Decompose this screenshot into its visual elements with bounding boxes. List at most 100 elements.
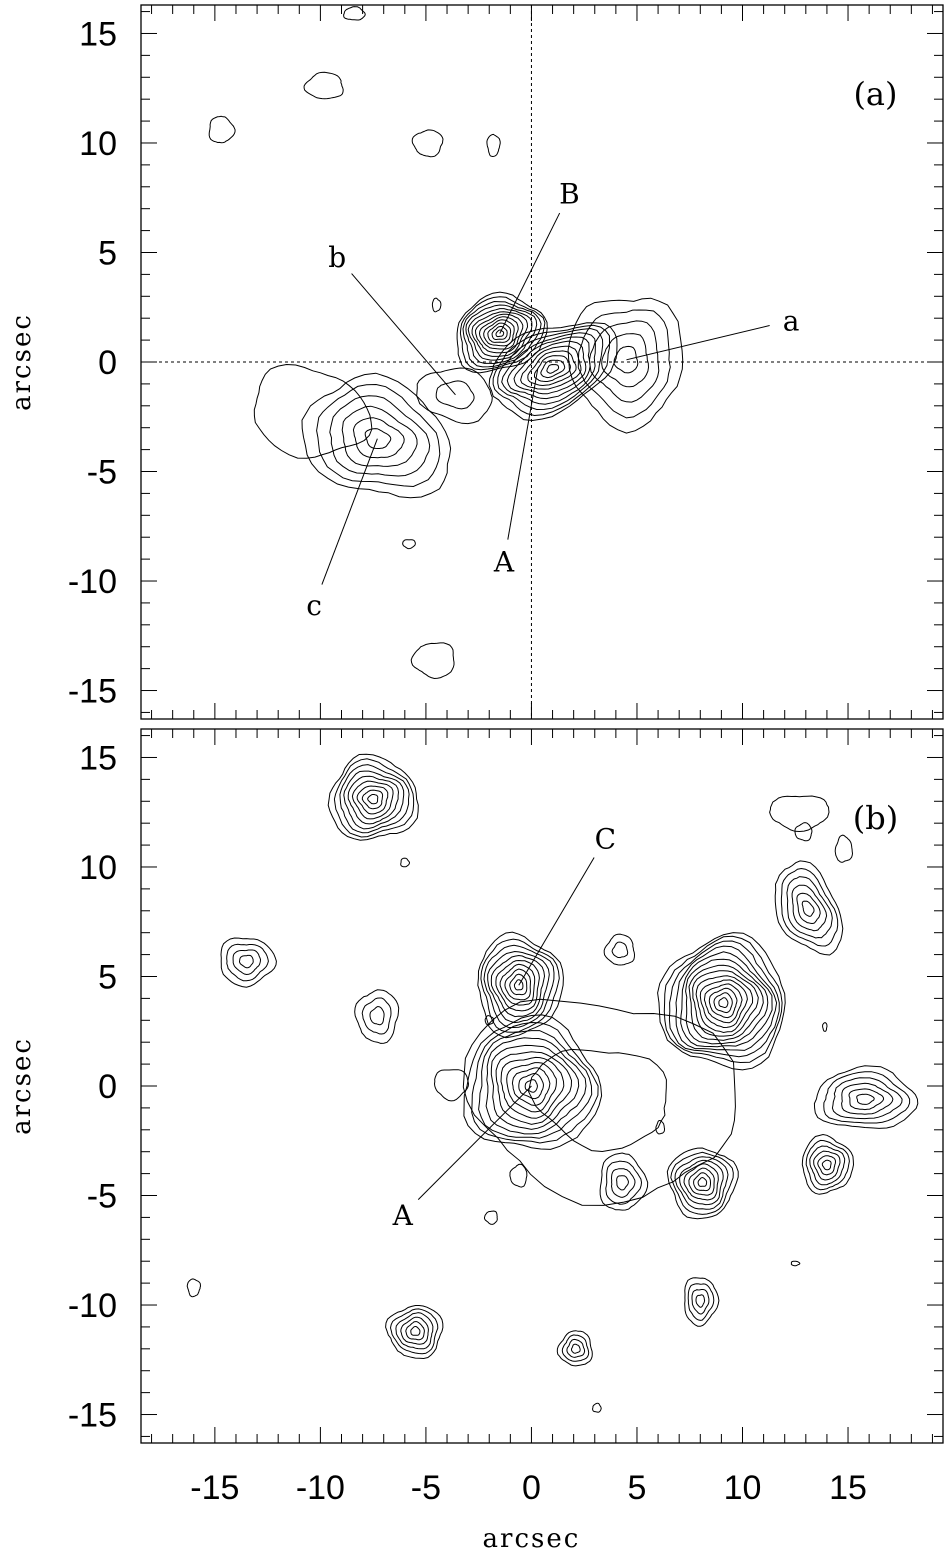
contour-level bbox=[487, 322, 512, 343]
contour-source bbox=[301, 372, 452, 499]
x-tick-label: 5 bbox=[628, 1469, 647, 1507]
contour-level bbox=[534, 355, 571, 382]
contour-source bbox=[666, 1147, 739, 1220]
contour-source bbox=[556, 1330, 593, 1367]
contour-level bbox=[695, 1294, 706, 1308]
contour-level bbox=[813, 1065, 919, 1129]
contour-level bbox=[483, 944, 555, 1028]
contour-level bbox=[490, 954, 546, 1018]
contour-level bbox=[567, 297, 684, 434]
contour-source bbox=[774, 860, 844, 956]
y-tick-label: -10 bbox=[68, 563, 117, 601]
y-axis-label: arcsec bbox=[7, 313, 37, 411]
contour-source bbox=[769, 795, 830, 833]
contour-level bbox=[685, 958, 769, 1045]
contour-source bbox=[477, 931, 564, 1039]
source-label: c bbox=[306, 589, 322, 622]
contour-source bbox=[220, 937, 277, 988]
contour-source bbox=[402, 539, 416, 550]
contour-level bbox=[364, 428, 392, 449]
x-tick-label: -10 bbox=[296, 1469, 345, 1507]
contour-level bbox=[518, 1072, 544, 1100]
contour-level bbox=[687, 1283, 715, 1321]
contour-level bbox=[613, 345, 639, 374]
contour-level bbox=[708, 987, 738, 1019]
contour-source bbox=[385, 1305, 444, 1360]
y-tick-label: -15 bbox=[68, 673, 117, 711]
contour-level bbox=[433, 1069, 470, 1102]
source-label: B bbox=[559, 177, 580, 210]
source-label: a bbox=[783, 304, 800, 337]
contour-level bbox=[186, 1278, 202, 1298]
contour-level bbox=[361, 789, 384, 810]
contour-level bbox=[540, 359, 566, 379]
contour-level bbox=[821, 1159, 832, 1171]
contour-level bbox=[524, 1079, 539, 1093]
contour-level bbox=[208, 115, 236, 144]
contour-level bbox=[683, 1163, 719, 1201]
contour-level bbox=[499, 963, 536, 1006]
contour-level bbox=[343, 6, 366, 21]
contour-level bbox=[488, 322, 618, 422]
contour-level bbox=[480, 938, 560, 1033]
contours bbox=[186, 753, 919, 1413]
contour-source bbox=[599, 1152, 649, 1211]
contours bbox=[208, 6, 684, 680]
contour-level bbox=[478, 316, 519, 350]
y-tick-label: -15 bbox=[68, 1397, 117, 1435]
contour-source bbox=[253, 363, 373, 459]
contour-source bbox=[813, 1065, 919, 1129]
contour-source bbox=[303, 71, 344, 100]
contour-level bbox=[411, 129, 444, 158]
contour-level bbox=[695, 975, 754, 1034]
contour-level bbox=[528, 1048, 667, 1153]
contour-level bbox=[675, 945, 778, 1051]
contour-level bbox=[603, 933, 636, 966]
contour-level bbox=[566, 1338, 586, 1358]
contour-source bbox=[567, 297, 684, 434]
contour-level bbox=[693, 1172, 711, 1192]
leader-line bbox=[626, 325, 770, 361]
panel-label: (a) bbox=[853, 75, 897, 113]
contour-level bbox=[666, 1147, 739, 1220]
contour-level bbox=[351, 780, 394, 820]
panel-a: 15 10 5 0 -5 -10 -15 arcsec A Ba b c (a) bbox=[7, 4, 944, 720]
contour-level bbox=[780, 867, 839, 947]
contour-level bbox=[561, 1334, 590, 1362]
contour-level bbox=[495, 329, 505, 338]
contour-level bbox=[577, 309, 671, 419]
source-label: b bbox=[328, 241, 346, 274]
contour-level bbox=[546, 363, 560, 374]
contour-level bbox=[599, 1152, 649, 1211]
contour-level bbox=[668, 940, 780, 1058]
contour-level bbox=[389, 1308, 439, 1355]
contour-level bbox=[813, 1150, 841, 1181]
contour-source bbox=[794, 822, 813, 842]
contour-level bbox=[513, 340, 587, 395]
contour-level bbox=[703, 983, 743, 1024]
contour-level bbox=[354, 989, 400, 1044]
contour-source bbox=[208, 115, 236, 144]
contour-level bbox=[395, 1312, 434, 1350]
leader-line bbox=[417, 1085, 532, 1200]
contour-level bbox=[588, 320, 660, 403]
contour-level bbox=[790, 1260, 801, 1267]
x-tick-label: -5 bbox=[411, 1469, 441, 1507]
contour-source bbox=[343, 6, 366, 21]
contour-level bbox=[486, 133, 501, 158]
contour-level bbox=[301, 372, 452, 499]
contour-level bbox=[511, 1067, 551, 1106]
contour-level bbox=[465, 304, 538, 365]
contour-level bbox=[487, 950, 550, 1024]
contour-level bbox=[769, 795, 830, 833]
contour-level bbox=[680, 951, 773, 1048]
contour-level bbox=[809, 1145, 846, 1186]
contour-source bbox=[790, 1260, 801, 1267]
contour-level bbox=[571, 1343, 581, 1354]
leader-line bbox=[518, 857, 595, 986]
contour-source bbox=[684, 1277, 720, 1327]
contour-source bbox=[416, 367, 493, 425]
contour-source bbox=[834, 834, 854, 863]
contour-level bbox=[670, 1151, 734, 1215]
